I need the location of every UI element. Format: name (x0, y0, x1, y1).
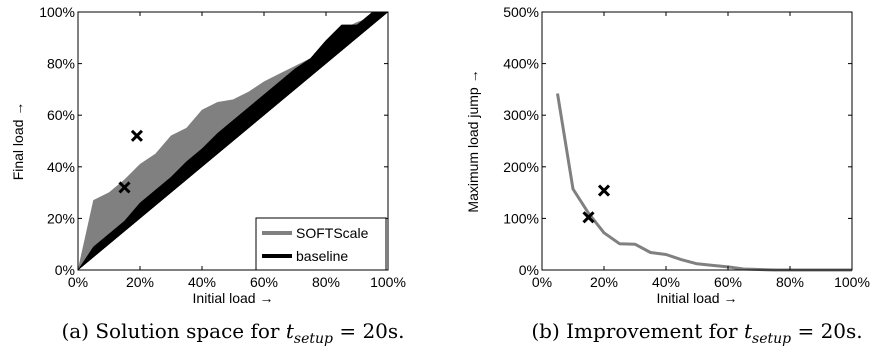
legend-label-softscale: SOFTScale (296, 225, 369, 241)
caption-b: (b) Improvement for tsetup = 20s. (531, 319, 862, 347)
x-marker-b-0 (582, 211, 595, 224)
x-tick-label-a: 20% (126, 274, 154, 290)
y-tick-label-a: 20% (47, 210, 75, 226)
y-axis-label-a: Final load → (10, 102, 26, 181)
x-tick-label-a: 100% (370, 274, 406, 290)
x-marker-b-1 (597, 184, 611, 197)
y-axis-label-b: Maximum load jump → (465, 69, 481, 212)
x-tick-label-b: 40% (652, 274, 680, 290)
x-tick-label-b: 80% (776, 274, 804, 290)
caption-b-var: t (744, 319, 753, 343)
x-tick-label-b: 0% (532, 274, 552, 290)
legend-label-baseline: baseline (296, 248, 348, 264)
plot-area-b (542, 12, 852, 270)
caption-a-prefix: (a) Solution space for (61, 319, 285, 343)
y-tick-label-a: 100% (39, 4, 75, 20)
x-tick-label-b: 20% (590, 274, 618, 290)
caption-a-var: t (286, 319, 295, 343)
solution-space-chart: 0% 20% 40% 60% 80% 100% 0% 20% 40% 60% 80% 100% Ini… (10, 4, 406, 347)
y-tick-label-b: 400% (503, 56, 539, 72)
x-axis-label-a: Initial load → (193, 290, 274, 306)
y-tick-label-b: 300% (503, 107, 539, 123)
x-tick-label-a: 80% (312, 274, 340, 290)
y-tick-label-b: 0% (519, 262, 539, 278)
legend-a: SOFTScale baseline (255, 217, 387, 271)
markers-a (118, 129, 143, 194)
y-tick-label-a: 60% (47, 107, 75, 123)
caption-b-sub: setup (752, 331, 791, 347)
x-tick-label-b: 100% (834, 274, 870, 290)
caption-a-sub: setup (294, 331, 333, 347)
ticks-b: 0% 20% 40% 60% 80% 100% 0% 100% 200% 300% 400% 500% (503, 4, 870, 290)
y-tick-label-b: 500% (503, 4, 539, 20)
legend-box-a (255, 217, 387, 271)
caption-a-suffix: = 20s. (333, 319, 405, 343)
caption-b-suffix: = 20s. (791, 319, 863, 343)
ticks-a: 0% 20% 40% 60% 80% 100% 0% 20% 40% 60% 80% 100% (39, 4, 406, 290)
x-axis-label-b: Initial load → (657, 290, 738, 306)
x-tick-label-a: 60% (250, 274, 278, 290)
plot-frame-a (77, 11, 389, 271)
y-tick-label-a: 40% (47, 159, 75, 175)
improvement-chart: 0% 20% 40% 60% 80% 100% 0% 100% 200% 300% 400% 500%… (465, 4, 870, 347)
x-tick-label-a: 0% (68, 274, 88, 290)
y-tick-label-b: 100% (503, 210, 539, 226)
y-tick-label-a: 0% (55, 262, 75, 278)
markers-b (582, 184, 611, 224)
caption-b-prefix: (b) Improvement for (531, 319, 744, 343)
plot-frame-b (541, 11, 853, 271)
x-tick-label-a: 40% (188, 274, 216, 290)
x-marker-a-0 (118, 181, 131, 194)
x-tick-label-b: 60% (714, 274, 742, 290)
caption-a: (a) Solution space for tsetup = 20s. (61, 319, 404, 347)
y-tick-label-a: 80% (47, 56, 75, 72)
x-marker-a-1 (130, 129, 143, 142)
y-tick-label-b: 200% (503, 159, 539, 175)
